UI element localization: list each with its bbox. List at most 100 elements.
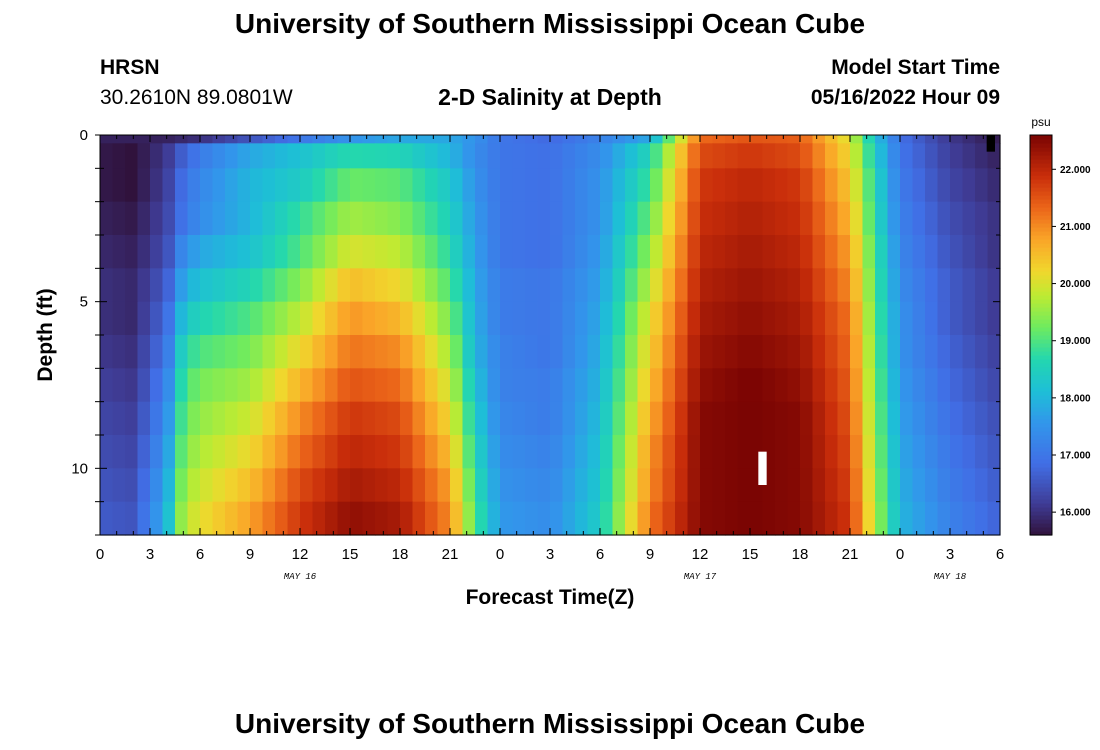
heatmap-cell	[875, 301, 889, 336]
heatmap-cell	[850, 301, 864, 336]
heatmap-cell	[787, 235, 801, 269]
heatmap-cell	[825, 201, 839, 236]
heatmap-cell	[550, 143, 564, 169]
heatmap-cell	[625, 468, 639, 503]
heatmap-cell	[375, 468, 389, 503]
colorbar-segment	[1030, 515, 1052, 520]
heatmap-cell	[512, 235, 526, 269]
chart-subtitle: 2-D Salinity at Depth	[438, 84, 662, 110]
heatmap-cell	[112, 235, 126, 269]
heatmap-cell	[700, 468, 714, 503]
heatmap-cell	[850, 235, 864, 269]
heatmap-cell	[400, 335, 414, 369]
heatmap-cell	[750, 401, 764, 436]
heatmap-cell	[887, 401, 901, 436]
heatmap-cell	[150, 135, 164, 144]
station-name: HRSN	[100, 56, 160, 79]
heatmap-cell	[387, 301, 401, 336]
colorbar-segment	[1030, 491, 1052, 496]
heatmap-cell	[412, 168, 426, 203]
heatmap-cell	[275, 468, 289, 503]
heatmap-cell	[237, 401, 251, 436]
heatmap-cell	[650, 135, 664, 144]
heatmap-cell	[187, 235, 201, 269]
heatmap-cell	[425, 135, 439, 144]
heatmap-cell	[925, 235, 939, 269]
heatmap-cell	[787, 168, 801, 203]
heatmap-cell	[650, 168, 664, 203]
heatmap-cell	[762, 301, 776, 336]
heatmap-cell	[287, 168, 301, 203]
heatmap-cell	[887, 201, 901, 236]
heatmap-cell	[912, 468, 926, 503]
colorbar-segment	[1030, 283, 1052, 288]
heatmap-cell	[987, 468, 1001, 503]
colorbar-segment	[1030, 175, 1052, 180]
heatmap-cell	[837, 501, 851, 536]
colorbar-segment	[1030, 499, 1052, 504]
heatmap-cell	[150, 335, 164, 369]
heatmap-cell	[450, 201, 464, 236]
heatmap-cell	[362, 468, 376, 503]
heatmap-cell	[200, 201, 214, 236]
heatmap-cell	[325, 401, 339, 436]
heatmap-cell	[137, 501, 151, 536]
heatmap-cell	[362, 235, 376, 269]
heatmap-cell	[612, 235, 626, 269]
heatmap-cell	[675, 168, 689, 203]
x-tick-label: 3	[546, 546, 554, 563]
heatmap-cell	[462, 435, 476, 469]
heatmap-cell	[587, 368, 601, 403]
heatmap-cell	[487, 201, 501, 236]
heatmap-cell	[350, 168, 364, 203]
heatmap-cell	[962, 368, 976, 403]
missing-data-cell	[758, 451, 767, 485]
heatmap-cell	[750, 335, 764, 369]
colorbar-segment	[1030, 179, 1052, 184]
heatmap-cell	[400, 401, 414, 436]
heatmap-cell	[737, 143, 751, 169]
heatmap-cell	[800, 135, 814, 144]
heatmap-cell	[250, 368, 264, 403]
heatmap-cell	[862, 435, 876, 469]
colorbar-segment	[1030, 411, 1052, 416]
heatmap-cell	[625, 168, 639, 203]
heatmap-cell	[475, 235, 489, 269]
heatmap-cell	[550, 201, 564, 236]
heatmap-cell	[112, 501, 126, 536]
heatmap-cell	[662, 401, 676, 436]
heatmap-cell	[237, 501, 251, 536]
heatmap-cell	[700, 143, 714, 169]
heatmap-cell	[950, 268, 964, 303]
x-tick-label: 6	[596, 546, 604, 563]
heatmap-cell	[925, 368, 939, 403]
heatmap-cell	[850, 168, 864, 203]
colorbar-segment	[1030, 135, 1052, 140]
heatmap-cell	[850, 201, 864, 236]
heatmap-cell	[225, 143, 239, 169]
heatmap-cell	[812, 501, 826, 536]
heatmap-cell	[962, 135, 976, 144]
heatmap-cell	[387, 401, 401, 436]
heatmap-cell	[575, 268, 589, 303]
heatmap-cell	[500, 135, 514, 144]
heatmap-cell	[825, 268, 839, 303]
heatmap-cell	[137, 135, 151, 144]
heatmap-cell	[637, 368, 651, 403]
heatmap-cell	[425, 201, 439, 236]
heatmap-cell	[937, 401, 951, 436]
heatmap-cell	[537, 468, 551, 503]
heatmap-cell	[562, 201, 576, 236]
heatmap-cell	[225, 401, 239, 436]
colorbar-segment	[1030, 507, 1052, 512]
heatmap-cell	[625, 368, 639, 403]
heatmap-cell	[225, 468, 239, 503]
colorbar-segment	[1030, 291, 1052, 296]
colorbar-frame	[1029, 134, 1053, 536]
heatmap-cell	[337, 501, 351, 536]
colorbar-tick-label: 18.000	[1060, 393, 1091, 404]
colorbar-segment	[1030, 527, 1052, 532]
colorbar-segment	[1030, 295, 1052, 300]
heatmap-cell	[887, 168, 901, 203]
heatmap-cell	[300, 435, 314, 469]
